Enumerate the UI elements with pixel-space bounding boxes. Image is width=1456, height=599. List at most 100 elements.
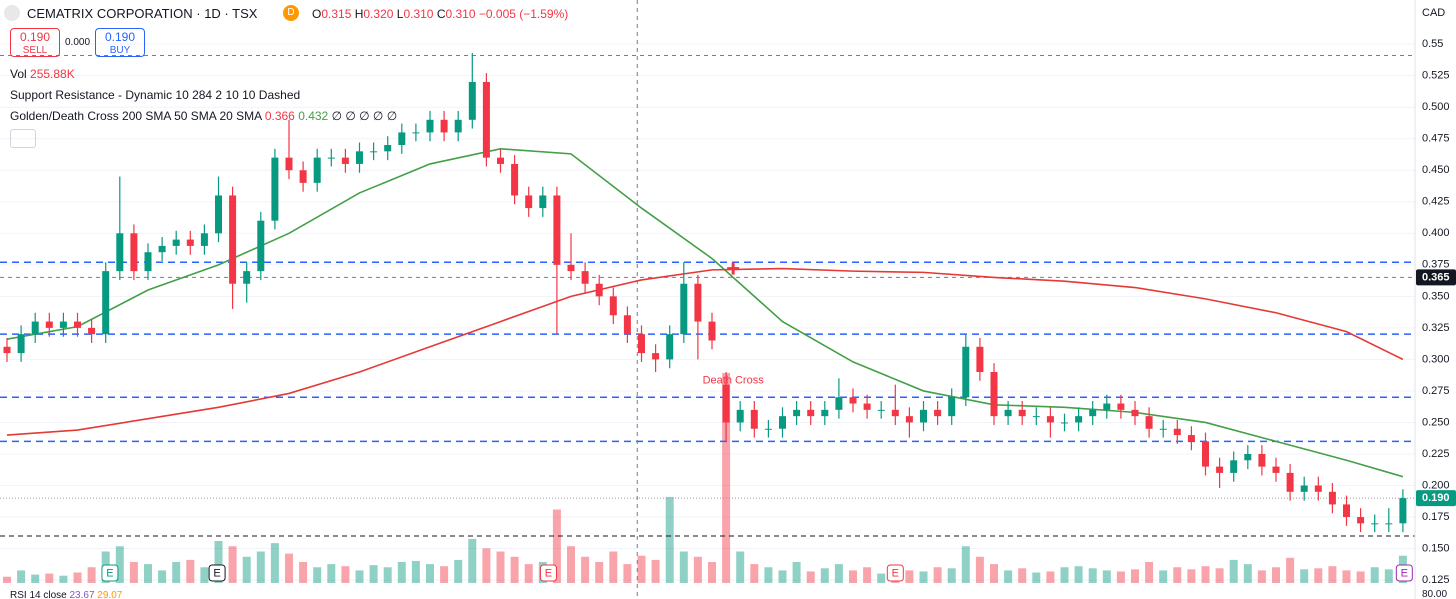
rsi-title: RSI 14 close	[10, 590, 67, 599]
volume-bar	[1159, 570, 1168, 583]
volume-bar	[144, 564, 152, 583]
candle-body	[877, 409, 885, 411]
candle-body	[1032, 416, 1040, 418]
volume-bar	[411, 560, 420, 583]
rsi-legend[interactable]: RSI 14 close 23.67 29.07	[10, 590, 122, 599]
candle-body	[779, 416, 786, 429]
collapse-button[interactable]	[10, 129, 36, 148]
candle-body	[285, 157, 293, 171]
sell-button[interactable]: 0.190 SELL	[10, 28, 60, 57]
candle-body	[934, 409, 942, 417]
candle-body	[74, 321, 81, 328]
volume-bar	[1328, 566, 1337, 583]
volume-bar	[1384, 569, 1393, 583]
candle-body	[638, 334, 645, 354]
y-tick-label: 0.525	[1422, 70, 1450, 82]
event-marker	[539, 564, 557, 582]
support-legend[interactable]: Support Resistance - Dynamic 10 284 2 10…	[10, 88, 301, 102]
candle-body	[1004, 409, 1012, 417]
candle-body	[243, 271, 251, 284]
volume-bar	[115, 546, 124, 583]
candle-body	[680, 283, 688, 335]
candle-body	[581, 271, 589, 284]
volume-bar	[961, 546, 970, 583]
candle-body	[722, 384, 730, 423]
candle-body	[1244, 453, 1252, 461]
candle-body	[313, 157, 321, 183]
volume-bar	[1116, 571, 1125, 583]
candle-body	[116, 233, 124, 272]
candle-body	[694, 283, 702, 322]
vol-legend[interactable]: Vol 255.88K	[10, 67, 75, 81]
volume-bar	[313, 567, 322, 583]
candle-body	[736, 409, 744, 423]
candle-body	[750, 409, 758, 429]
candle-body	[327, 157, 335, 159]
candle-body	[1187, 435, 1195, 442]
event-marker	[208, 564, 226, 582]
l-value: 0.310	[403, 7, 434, 21]
volume-bar	[496, 551, 505, 583]
candle-body	[1272, 466, 1280, 473]
candle-body	[666, 334, 674, 360]
rsi-v2: 29.07	[97, 590, 123, 599]
volume-bar	[623, 564, 632, 583]
volume-bar	[299, 562, 308, 583]
candle-body	[215, 195, 222, 234]
logo	[4, 5, 20, 21]
candle-body	[1357, 517, 1365, 524]
volume-bar	[341, 566, 350, 583]
volume-bar	[1145, 562, 1154, 583]
volume-bar	[877, 573, 886, 583]
event-marker	[886, 564, 904, 582]
volume-bar	[665, 496, 674, 583]
candle-body	[102, 271, 110, 335]
candle-body	[652, 353, 660, 360]
candle-body	[1230, 460, 1238, 473]
currency[interactable]: CAD	[1422, 7, 1446, 19]
volume-bar	[228, 546, 237, 583]
volume-bar	[59, 575, 68, 583]
volume-bar	[1004, 570, 1013, 583]
cross-title: Golden/Death Cross 200 SMA 50 SMA 20 SMA	[10, 109, 262, 123]
c-value: 0.310	[445, 7, 476, 21]
candle-body	[708, 321, 716, 341]
candle-body	[482, 81, 490, 158]
volume-bar	[609, 551, 618, 583]
volume-bar	[1046, 571, 1055, 583]
volume-bar	[679, 551, 688, 583]
volume-bar	[242, 556, 251, 583]
event-marker	[1395, 564, 1413, 582]
price-label-bg	[1416, 269, 1456, 286]
volume-bar	[270, 543, 279, 583]
volume-bar	[256, 551, 265, 583]
volume-bar	[1173, 567, 1182, 583]
candle-body	[976, 346, 984, 373]
volume-bar	[764, 567, 773, 583]
volume-bar	[834, 564, 843, 583]
volume-bar	[73, 572, 82, 583]
candle-body	[905, 416, 913, 423]
h-key: H	[354, 7, 364, 21]
vol-key: Vol	[10, 67, 27, 81]
badge: D	[283, 5, 299, 21]
h-value: 0.320	[363, 7, 394, 21]
cross-legend[interactable]: Golden/Death Cross 200 SMA 50 SMA 20 SMA…	[10, 109, 397, 123]
title[interactable]: CEMATRIX CORPORATION · 1D · TSX	[27, 6, 258, 21]
volume-bar	[87, 567, 96, 583]
cross-v2: 0.432	[298, 109, 329, 123]
candle-body	[1075, 416, 1083, 423]
annotation-label: Death Cross	[703, 375, 765, 387]
volume-bar	[693, 556, 702, 583]
candle-body	[1343, 504, 1350, 518]
volume-bar	[214, 541, 223, 583]
volume-bar	[440, 566, 449, 583]
death-cross-marker	[727, 262, 740, 275]
volume-bar	[158, 570, 167, 583]
buy-button[interactable]: 0.190 BUY	[95, 28, 145, 57]
volume-bar	[1074, 566, 1083, 583]
volume-bar	[17, 570, 26, 583]
volume-bar	[1300, 569, 1309, 583]
y-tick-label: 0.450	[1422, 164, 1450, 176]
